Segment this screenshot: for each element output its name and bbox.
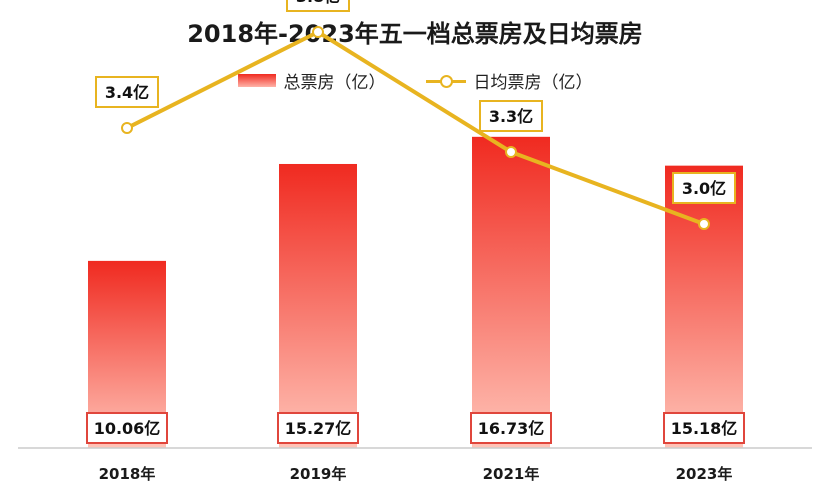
bar-value-label: 15.27亿 [285,419,352,438]
legend-swatch-bar [237,74,276,87]
bar-2021年 [472,136,550,448]
bar-2019年 [279,163,357,448]
bar-2023年 [665,165,743,449]
line-label-box [479,100,543,132]
chart-title: 2018年-2023年五一档总票房及日均票房 [187,20,643,48]
line-value-label: 3.8亿 [296,0,340,6]
legend-swatch-line [425,74,466,88]
bar-label-box [663,412,745,444]
daily-line [125,30,706,226]
x-tick-label: 2018年 [99,465,156,483]
legend-label-daily: 日均票房（亿） [473,73,593,93]
bar-label-box [470,412,552,444]
line-value-label: 3.3亿 [489,107,533,126]
legend: 总票房（亿） 日均票房（亿） [0,68,830,93]
line-label-box [95,76,159,108]
bar-label-box [86,412,168,444]
legend-item-total: 总票房（亿） [237,68,386,93]
line-label-box [286,0,350,12]
line-point [121,122,133,134]
line-point [505,146,517,158]
x-tick-label: 2019年 [290,465,347,483]
x-tick-label: 2021年 [483,465,540,483]
line-point [698,218,710,230]
legend-label-total: 总票房（亿） [283,73,386,93]
line-point [312,26,324,38]
bar-label-box [277,412,359,444]
bar-value-label: 15.18亿 [671,419,738,438]
x-tick-label: 2023年 [676,465,733,483]
line-value-label: 3.0亿 [682,179,726,198]
legend-item-daily: 日均票房（亿） [425,68,593,93]
line-label-box [672,172,736,204]
line-value-label: 3.4亿 [105,83,149,102]
bar-value-label: 10.06亿 [94,419,161,438]
bar-value-label: 16.73亿 [478,419,545,438]
